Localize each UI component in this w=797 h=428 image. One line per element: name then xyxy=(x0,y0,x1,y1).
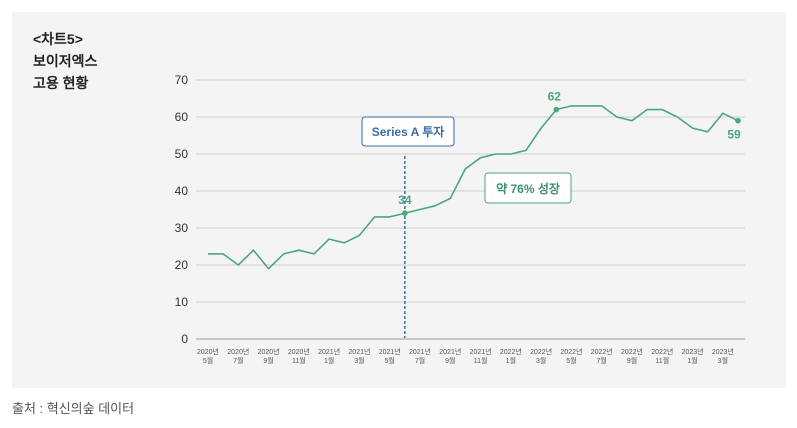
x-tick-month: 11월 xyxy=(474,356,488,365)
x-tick-month: 9월 xyxy=(445,356,455,365)
x-tick-year: 2022년 xyxy=(530,347,552,356)
annotations: Series A 투자 약 76% 성장 xyxy=(361,116,572,338)
x-tick-year: 2021년 xyxy=(409,347,431,356)
x-tick-year: 2020년 xyxy=(288,347,310,356)
x-tick-label: 2023년 1월 xyxy=(682,347,704,365)
x-tick-month: 5월 xyxy=(566,356,576,365)
data-point-label: 62 xyxy=(548,90,562,104)
chart-panel xyxy=(12,12,786,388)
y-tick-label: 50 xyxy=(175,147,189,161)
chart-subtitle: 고용 현황 xyxy=(33,75,89,91)
x-tick-month: 9월 xyxy=(627,356,637,365)
data-point-label: 59 xyxy=(727,128,741,142)
x-tick-label: 2021년 11월 xyxy=(470,347,492,365)
x-tick-year: 2021년 xyxy=(470,347,492,356)
x-tick-year: 2020년 xyxy=(197,347,219,356)
x-tick-month: 7월 xyxy=(233,356,243,365)
x-tick-year: 2021년 xyxy=(318,347,340,356)
y-tick-label: 10 xyxy=(175,295,189,309)
x-tick-month: 3월 xyxy=(536,356,546,365)
x-tick-month: 7월 xyxy=(597,356,607,365)
chart-tag: <차트5> xyxy=(33,31,83,47)
series-line xyxy=(208,105,739,270)
x-tick-label: 2021년 1월 xyxy=(318,347,340,365)
x-tick-month: 5월 xyxy=(385,356,395,365)
x-tick-year: 2022년 xyxy=(560,347,582,356)
x-tick-month: 5월 xyxy=(203,356,213,365)
x-tick-label: 2022년 3월 xyxy=(530,347,552,365)
source-note: 출처 : 혁신의숲 데이터 xyxy=(12,401,135,416)
x-tick-label: 2022년 11월 xyxy=(651,347,673,365)
x-tick-label: 2020년 11월 xyxy=(288,347,310,365)
data-point-label: 34 xyxy=(398,193,412,207)
x-tick-label: 2022년 7월 xyxy=(591,347,613,365)
x-tick-label: 2022년 9월 xyxy=(621,347,643,365)
growth-annotation-label: 약 76% 성장 xyxy=(496,181,560,196)
y-tick-label: 70 xyxy=(175,73,189,87)
x-tick-year: 2022년 xyxy=(621,347,643,356)
x-tick-label: 2022년 5월 xyxy=(560,347,582,365)
growth-annotation-box xyxy=(484,172,572,204)
x-tick-month: 9월 xyxy=(263,356,273,365)
x-tick-year: 2023년 xyxy=(712,347,734,356)
series-a-annotation-label: Series A 투자 xyxy=(372,124,445,139)
x-tick-year: 2020년 xyxy=(227,347,249,356)
y-tick-label: 30 xyxy=(175,221,189,235)
data-point-marker xyxy=(553,106,560,113)
chart-title-block: <차트5> 보이저엑스 고용 현황 xyxy=(33,28,97,94)
point-label-layer: 34 62 59 xyxy=(398,90,741,216)
x-tick-label: 2021년 3월 xyxy=(348,347,370,365)
x-tick-month: 7월 xyxy=(415,356,425,365)
x-tick-label: 2020년 7월 xyxy=(227,347,249,365)
x-tick-year: 2021년 xyxy=(348,347,370,356)
y-tick-label: 60 xyxy=(175,110,189,124)
x-tick-month: 11월 xyxy=(292,356,306,365)
y-tick-label: 20 xyxy=(175,258,189,272)
data-point-marker xyxy=(402,210,408,216)
x-tick-year: 2021년 xyxy=(379,347,401,356)
x-tick-year: 2021년 xyxy=(439,347,461,356)
x-tick-label: 2020년 9월 xyxy=(258,347,280,365)
x-tick-month: 1월 xyxy=(506,356,516,365)
x-tick-year: 2020년 xyxy=(258,347,280,356)
x-tick-label: 2023년 3월 xyxy=(712,347,734,365)
x-tick-label: 2020년 5월 xyxy=(197,347,219,365)
x-tick-year: 2022년 xyxy=(651,347,673,356)
x-tick-month: 1월 xyxy=(324,356,334,365)
y-tick-label: 40 xyxy=(175,184,189,198)
x-tick-year: 2023년 xyxy=(682,347,704,356)
grid-layer xyxy=(196,79,745,340)
x-tick-label: 2021년 5월 xyxy=(379,347,401,365)
x-tick-month: 3월 xyxy=(354,356,364,365)
x-tick-month: 1월 xyxy=(687,356,697,365)
x-tick-year: 2022년 xyxy=(500,347,522,356)
x-tick-month: 3월 xyxy=(718,356,728,365)
x-tick-label: 2021년 9월 xyxy=(439,347,461,365)
company-name: 보이저엑스 xyxy=(33,53,98,69)
y-tick-label: 0 xyxy=(181,332,188,346)
series-layer xyxy=(208,105,739,270)
x-tick-label: 2022년 1월 xyxy=(500,347,522,365)
data-point-marker xyxy=(735,117,741,124)
series-a-annotation-box xyxy=(361,116,455,147)
x-tick-label: 2021년 7월 xyxy=(409,347,431,365)
x-tick-month: 11월 xyxy=(655,356,669,365)
x-tick-year: 2022년 xyxy=(591,347,613,356)
y-axis-ticks: 0 10 20 30 40 50 60 70 xyxy=(175,73,189,346)
